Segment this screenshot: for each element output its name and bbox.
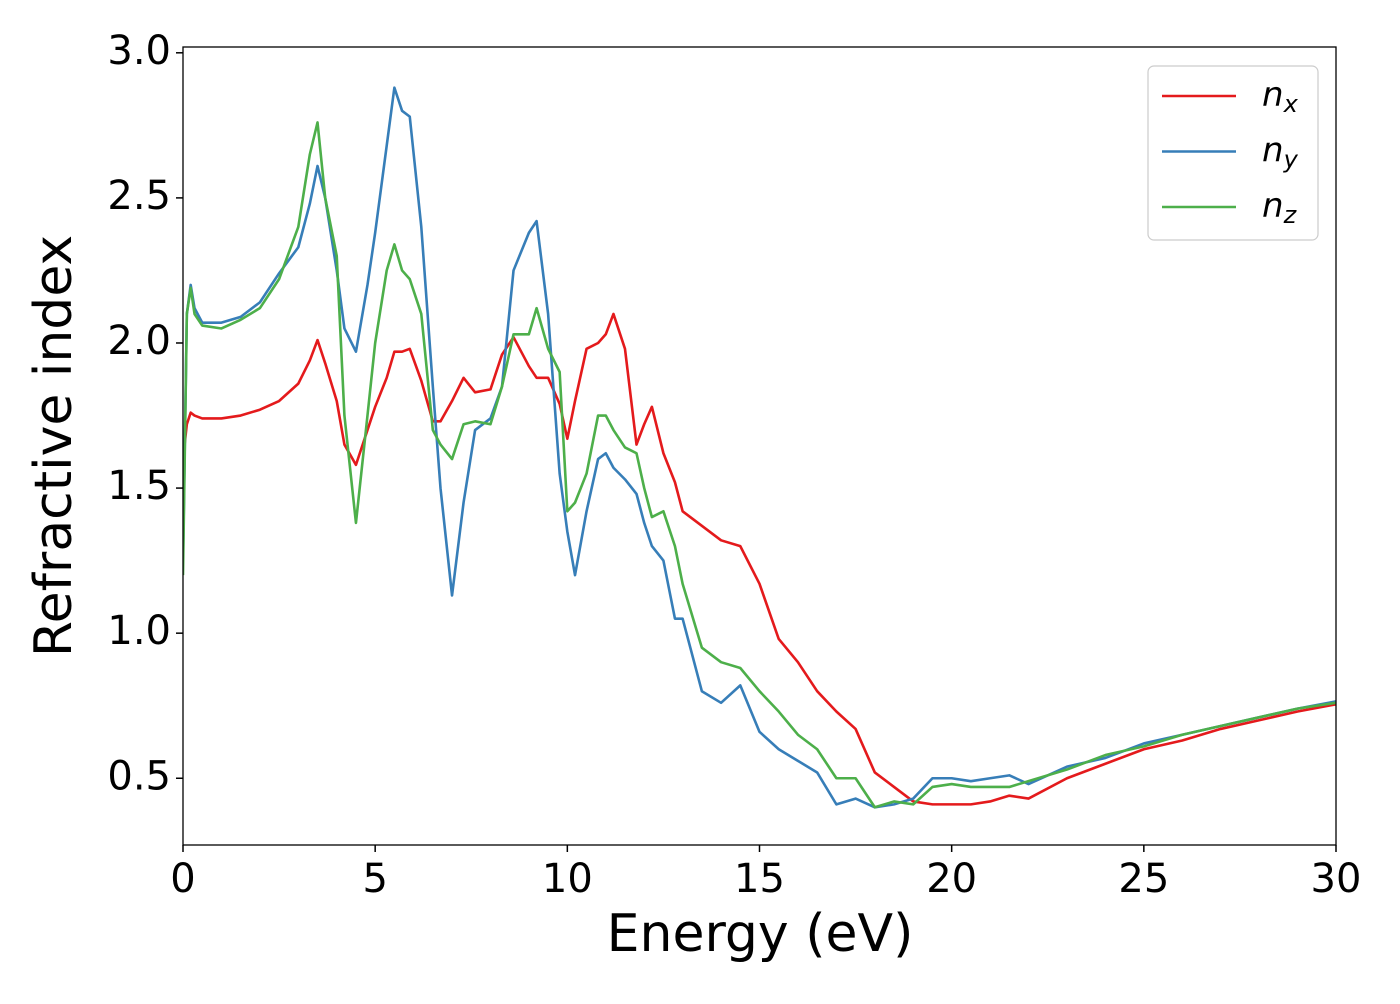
- y-tick-label: 2.0: [107, 318, 171, 364]
- legend-label: nx: [1262, 75, 1299, 119]
- x-tick-label: 30: [1311, 856, 1362, 902]
- y-tick-label: 1.0: [107, 608, 171, 654]
- x-tick-label: 10: [542, 856, 593, 902]
- data-line: [183, 121, 1336, 809]
- x-tick-label: 5: [362, 856, 387, 902]
- y-axis-label: Refractive index: [24, 235, 84, 657]
- y-tick-label: 2.5: [107, 173, 171, 219]
- data-line: [183, 312, 1336, 806]
- x-tick-label: 0: [170, 856, 195, 902]
- x-tick-label: 15: [734, 856, 785, 902]
- y-tick-label: 0.5: [107, 753, 171, 799]
- plot-frame: [182, 46, 1337, 846]
- x-axis-label: Energy (eV): [607, 904, 914, 964]
- legend-box: [1147, 65, 1319, 241]
- x-tick-label: 20: [926, 856, 977, 902]
- x-tick-label: 25: [1118, 856, 1169, 902]
- y-tick-label: 3.0: [107, 28, 171, 74]
- legend-label: ny: [1262, 130, 1299, 174]
- y-tick-label: 1.5: [107, 463, 171, 509]
- legend-label: nz: [1262, 186, 1298, 230]
